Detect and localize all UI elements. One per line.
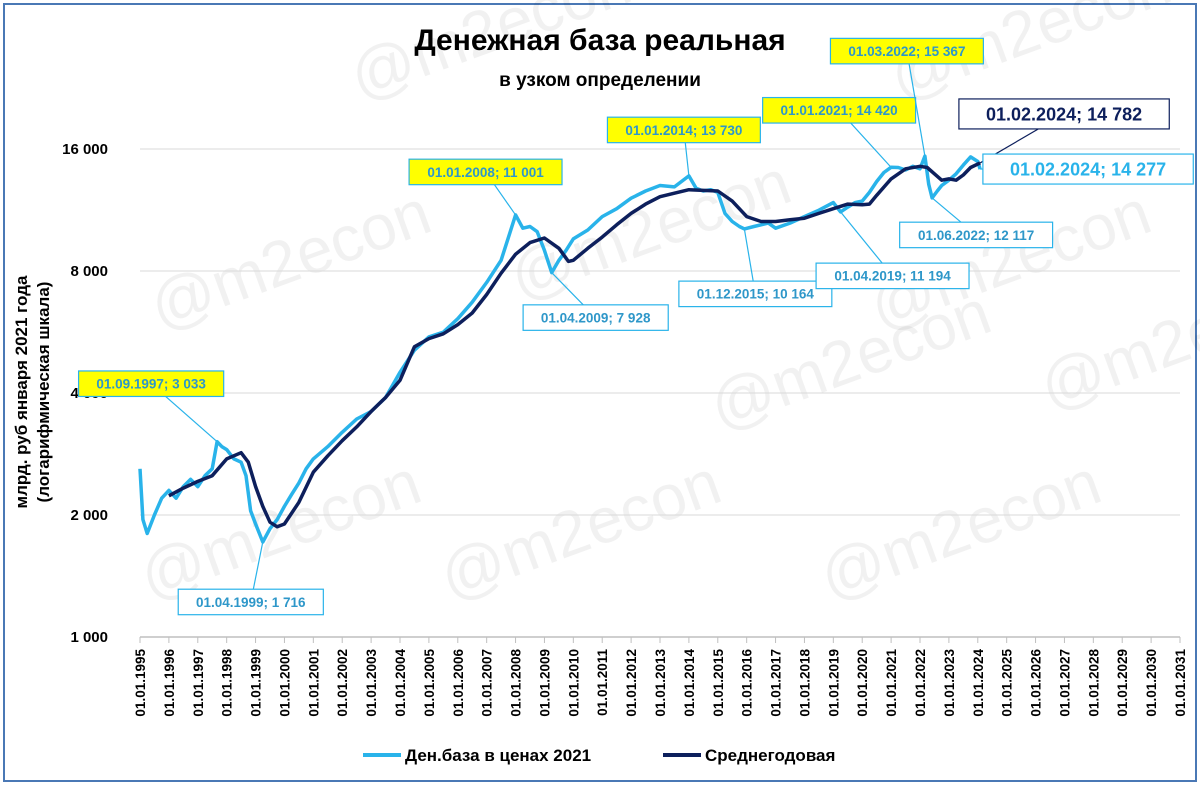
annotation: 01.04.1999; 1 716 [177, 541, 324, 616]
x-tick-label: 01.01.1998 [220, 649, 235, 717]
x-tick-label: 01.01.2024 [971, 649, 986, 717]
x-tick-label: 01.01.2007 [480, 649, 495, 717]
x-tick-label: 01.01.2001 [306, 649, 321, 717]
annotation-label: 01.06.2022; 12 117 [918, 228, 1034, 243]
annotation: 01.02.2024; 14 277 [980, 153, 1194, 185]
annotation: 01.04.2019; 11 194 [815, 211, 970, 290]
annotation-box [829, 37, 984, 65]
x-tick-label: 01.01.2022 [913, 649, 928, 717]
annotation: 01.04.2009; 7 928 [522, 272, 669, 331]
annotation-box [606, 116, 761, 144]
x-tick-label: 01.01.2011 [595, 649, 610, 716]
y-axis-label-line2: (логарифмическая шкала) [34, 282, 53, 503]
annotation-box [177, 588, 324, 616]
y-axis-label: млрд. руб января 2021 года (логарифмичес… [12, 275, 53, 508]
x-tick-label: 01.01.1995 [133, 649, 148, 717]
legend-label-1: Среднегодовая [705, 746, 835, 765]
watermark-2: @m2econ [140, 175, 440, 343]
x-tick-label: 01.01.2009 [537, 649, 552, 717]
x-tick-label: 01.01.2025 [1000, 649, 1015, 717]
series-line-0 [138, 154, 982, 544]
annotation-label: 01.01.2021; 14 420 [781, 103, 898, 118]
x-tick-label: 01.01.1996 [162, 649, 177, 717]
x-axis: 01.01.1995 01.01.1996 01.01.1997 01.01.1998… [133, 636, 1188, 717]
y-axis-label-line1: млрд. руб января 2021 года [12, 275, 31, 508]
legend-label-0: Ден.база в ценах 2021 [405, 746, 591, 765]
watermark-6: @m2econ [430, 445, 730, 613]
x-tick-label: 01.01.2026 [1029, 649, 1044, 717]
x-tick-label: 01.01.2005 [422, 649, 437, 717]
annotation-label: 01.02.2024; 14 782 [986, 104, 1142, 124]
y-tick-label: 8 000 [70, 263, 108, 280]
x-tick-label: 01.01.2019 [826, 649, 841, 717]
x-tick-label: 01.01.2021 [884, 649, 899, 717]
x-tick-label: 01.01.2014 [682, 649, 697, 717]
gridlines [140, 148, 1180, 516]
x-tick-label: 01.01.2028 [1086, 649, 1101, 717]
annotation: 01.02.2024; 14 782 [958, 98, 1170, 164]
x-tick-label: 01.01.2006 [451, 649, 466, 717]
chart-subtitle: в узком определении [499, 70, 701, 91]
x-tick-label: 01.01.2018 [797, 649, 812, 717]
annotation: 01.01.2021; 14 420 [762, 96, 917, 168]
x-tick-label: 01.01.2003 [364, 649, 379, 717]
annotation-label: 01.12.2015; 10 164 [697, 287, 815, 302]
x-tick-label: 01.01.2029 [1115, 649, 1130, 717]
annotation-box [678, 280, 833, 308]
annotation-box [522, 304, 669, 331]
x-tick-label: 01.01.2008 [509, 649, 524, 717]
x-tick-label: 01.01.2031 [1173, 649, 1188, 717]
series-line-1 [168, 161, 981, 529]
x-tick-label: 01.01.2017 [769, 649, 784, 717]
x-tick-label: 01.01.2020 [855, 649, 870, 717]
chart-title: Денежная база реальная [414, 24, 785, 57]
watermark-5: @m2econ [130, 445, 430, 613]
annotation-label: 01.09.1997; 3 033 [96, 377, 206, 392]
annotation-leader [906, 51, 926, 157]
y-tick-label: 16 000 [62, 141, 108, 158]
x-tick-label: 01.01.2015 [711, 649, 726, 717]
annotation: 01.09.1997; 3 033 [77, 370, 225, 443]
x-tick-label: 01.01.1997 [191, 649, 206, 717]
series-lines [138, 154, 982, 544]
x-tick-label: 01.01.2010 [566, 649, 581, 717]
annotation-box [982, 153, 1194, 185]
annotation-label: 01.04.2019; 11 194 [834, 269, 951, 284]
x-tick-label: 01.01.2023 [942, 649, 957, 717]
x-tick-label: 01.01.2004 [393, 649, 408, 717]
annotation-label: 01.01.2008; 11 001 [427, 165, 544, 180]
x-tick-label: 01.01.2012 [624, 649, 639, 717]
annotation-box [899, 221, 1054, 249]
y-tick-label: 2 000 [70, 507, 108, 524]
annotation-box [762, 96, 917, 124]
x-tick-label: 01.01.2002 [335, 649, 350, 717]
x-tick-label: 01.01.2013 [653, 649, 668, 717]
x-tick-label: 01.01.1999 [249, 649, 264, 717]
x-tick-label: 01.01.2027 [1057, 649, 1072, 717]
annotation: 01.06.2022; 12 117 [899, 197, 1054, 249]
x-tick-label: 01.01.2030 [1144, 649, 1159, 717]
annotation: 01.01.2008; 11 001 [408, 158, 563, 216]
annotation-box [815, 262, 970, 290]
y-tick-label: 1 000 [70, 629, 108, 646]
annotations: 01.09.1997; 3 033 01.04.1999; 1 716 01.01.… [77, 37, 1194, 616]
annotation-label: 01.01.2014; 13 730 [625, 123, 742, 138]
annotation-box [408, 158, 563, 186]
annotation-box [77, 370, 225, 398]
x-tick-label: 01.01.2000 [277, 649, 292, 717]
annotation: 01.03.2022; 15 367 [829, 37, 984, 157]
annotation-box [958, 98, 1170, 130]
annotation-label: 01.04.2009; 7 928 [541, 310, 651, 325]
legend: Ден.база в ценах 2021 Среднегодовая [363, 746, 835, 765]
annotation: 01.12.2015; 10 164 [678, 228, 833, 308]
annotation-label: 01.02.2024; 14 277 [1010, 160, 1166, 180]
x-tick-label: 01.01.2016 [740, 649, 755, 717]
annotation: 01.01.2014; 13 730 [606, 116, 761, 176]
watermark-7: @m2econ [810, 445, 1110, 613]
annotation-label: 01.04.1999; 1 716 [196, 595, 306, 610]
annotation-label: 01.03.2022; 15 367 [848, 44, 965, 59]
